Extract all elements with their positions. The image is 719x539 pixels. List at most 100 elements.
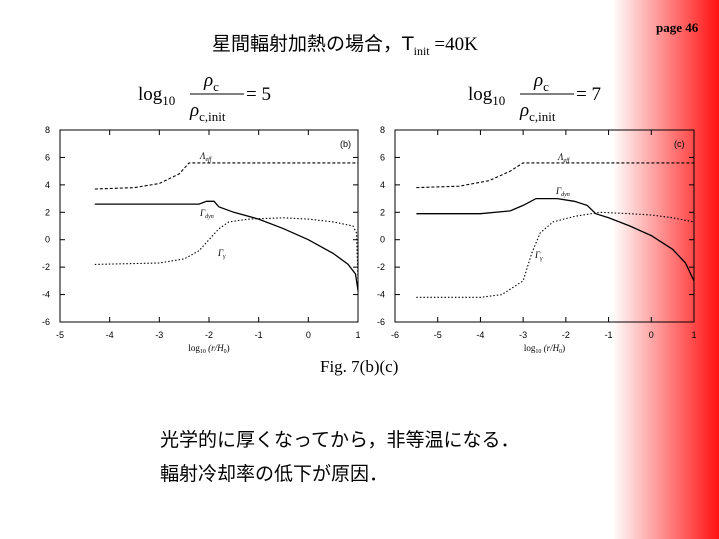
formula-log: log10: [468, 84, 505, 108]
y-tick-label: 8: [45, 125, 50, 135]
x-label-part: (r/H: [541, 343, 559, 353]
x-tick-label: -2: [205, 330, 213, 340]
panel-label: (b): [340, 139, 351, 149]
body-line: 光学的に厚くなってから，非等温になる．: [160, 429, 519, 451]
y-tick-label: -6: [42, 317, 50, 327]
y-tick-label: 2: [380, 207, 385, 217]
log: log: [138, 84, 163, 105]
series-sub: eff: [205, 156, 212, 163]
numerator: ρc: [203, 70, 219, 94]
x-label-part: (r/H: [206, 343, 224, 353]
panel-label: (c): [674, 139, 685, 149]
x-tick-label: 1: [691, 330, 696, 340]
rho: ρ: [519, 100, 529, 121]
x-tick-label: -3: [519, 330, 527, 340]
x-tick-label: 0: [306, 330, 311, 340]
x-tick-label: -5: [56, 330, 64, 340]
series-line: [416, 197, 695, 282]
x-label-part: 10: [535, 349, 541, 355]
denominator: ρc,init: [519, 100, 556, 124]
y-tick-label: -4: [42, 290, 50, 300]
series-label: Γγ: [217, 248, 226, 260]
series-name: Γ: [555, 186, 562, 196]
series-sub: eff: [563, 157, 570, 164]
series-line: [416, 162, 694, 189]
slide-title: 星間輻射加熱の場合，Tinit =40K: [212, 33, 478, 58]
y-tick-label: 2: [45, 207, 50, 217]
y-tick-label: 0: [380, 235, 385, 245]
x-label-part: 0: [559, 349, 562, 355]
x-label-part: 10: [200, 349, 206, 355]
x-label-part: ): [227, 343, 230, 353]
x-axis-label: log10 (r/H0): [188, 343, 229, 355]
page-number: page 46: [656, 20, 699, 35]
rho-sub: c: [213, 79, 219, 94]
series-name: Γ: [199, 208, 206, 218]
y-tick-label: 6: [45, 152, 50, 162]
series-line: [94, 200, 359, 291]
x-tick-label: -4: [476, 330, 484, 340]
rho: ρ: [203, 70, 213, 91]
formula-rhs: = 5: [246, 84, 271, 105]
rho-sub: c: [543, 79, 549, 94]
formula-rhs: = 7: [576, 84, 601, 105]
x-tick-label: 0: [649, 330, 654, 340]
plot-frame: [394, 129, 695, 323]
y-tick-label: -6: [377, 317, 385, 327]
series-name: Λ: [199, 151, 206, 161]
x-tick-label: -5: [434, 330, 442, 340]
series-label: Λeff: [199, 151, 213, 163]
series-label: Γdyn: [199, 208, 214, 220]
rho: ρ: [189, 100, 199, 121]
x-label-part: log: [524, 343, 536, 353]
y-tick-label: 8: [380, 125, 385, 135]
series-sub: γ: [223, 254, 226, 260]
caption: Fig. 7(b)(c): [320, 357, 398, 376]
title-text: 星間輻射加熱の場合，T: [212, 33, 414, 55]
series-label: Γdyn: [555, 186, 570, 198]
series-label: Γγ: [534, 250, 543, 262]
y-tick-label: -4: [377, 290, 385, 300]
y-tick-label: -2: [377, 262, 385, 272]
x-tick-label: -1: [605, 330, 613, 340]
title-rest: =40K: [430, 34, 478, 55]
x-tick-label: -4: [106, 330, 114, 340]
y-tick-label: 6: [380, 152, 385, 162]
series-line: [94, 217, 359, 281]
x-tick-label: -1: [255, 330, 263, 340]
x-label-part: ): [562, 343, 565, 353]
x-tick-label: 1: [355, 330, 360, 340]
x-label-part: log: [188, 343, 200, 353]
series-name: Γ: [217, 248, 224, 258]
rho-sub: c,init: [199, 109, 226, 124]
series-name: Λ: [557, 152, 564, 162]
title-sub: init: [414, 44, 431, 58]
side-band: [612, 0, 719, 539]
y-tick-label: 4: [45, 180, 50, 190]
y-tick-label: 0: [45, 235, 50, 245]
series-sub: γ: [540, 256, 543, 262]
x-tick-label: -6: [391, 330, 399, 340]
rho-sub: c,init: [529, 109, 556, 124]
log: log: [468, 84, 493, 105]
series-sub: dyn: [561, 192, 570, 198]
y-tick-label: -2: [42, 262, 50, 272]
formula-log: log10: [138, 84, 175, 108]
x-tick-label: -2: [562, 330, 570, 340]
log-base: 10: [492, 93, 505, 108]
series-line: [94, 162, 358, 190]
body-line: 輻射冷却率の低下が原因．: [160, 463, 388, 485]
series-name: Γ: [534, 250, 541, 260]
x-label-part: 0: [224, 349, 227, 355]
series-sub: dyn: [205, 214, 214, 220]
series-label: Λeff: [557, 152, 571, 164]
rho: ρ: [533, 70, 543, 91]
